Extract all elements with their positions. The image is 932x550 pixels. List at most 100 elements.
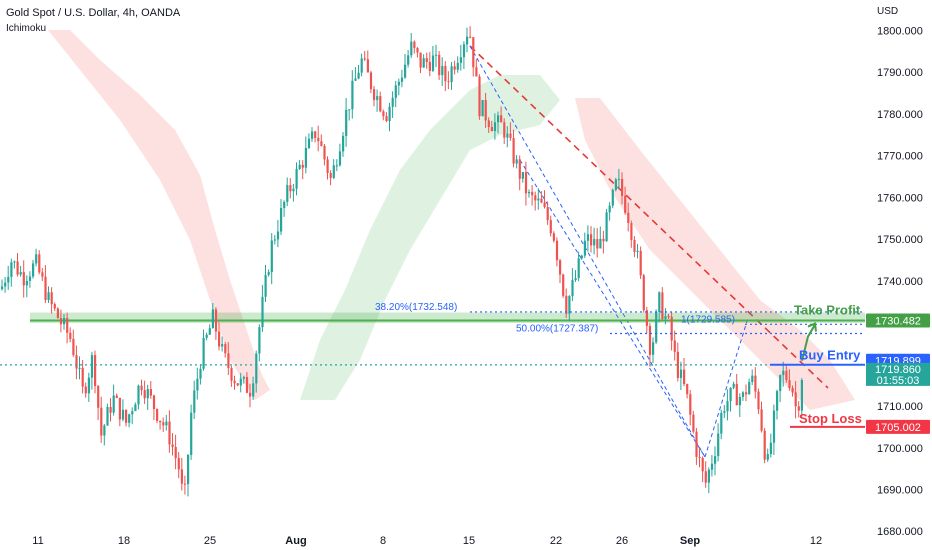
- candle: [410, 32, 413, 58]
- candle: [369, 70, 373, 94]
- candle: [391, 91, 394, 118]
- svg-text:1730.482: 1730.482: [875, 316, 921, 328]
- candle: [577, 251, 580, 282]
- candle: [438, 50, 441, 80]
- candle: [242, 375, 245, 384]
- candle: [648, 323, 652, 367]
- candle: [735, 373, 738, 406]
- candle: [196, 367, 199, 400]
- currency-label: USD: [877, 6, 899, 17]
- candle: [53, 302, 56, 312]
- candle: [475, 59, 478, 77]
- candle: [221, 336, 224, 352]
- candle: [645, 306, 648, 334]
- y-tick-label: 1760.000: [877, 192, 923, 204]
- candle: [97, 384, 100, 421]
- candle: [710, 454, 714, 477]
- candle: [78, 356, 81, 380]
- candle: [121, 399, 125, 422]
- candle: [599, 226, 602, 249]
- candle: [394, 80, 397, 108]
- candle: [354, 67, 357, 82]
- candle: [25, 275, 28, 298]
- y-axis: 1800.000 1790.000 1780.000 1770.000 1760.000…: [877, 25, 923, 538]
- candle: [673, 330, 676, 361]
- y-tick-label: 1790.000: [877, 67, 923, 79]
- candle: [766, 448, 769, 462]
- candle: [183, 475, 187, 495]
- candle: [106, 403, 109, 426]
- candle: [617, 168, 621, 190]
- candle: [218, 322, 221, 351]
- candle: [639, 246, 642, 280]
- candle: [224, 341, 227, 358]
- candle: [642, 273, 645, 313]
- fib-382-label: 38.20%(1732.548): [375, 302, 457, 313]
- candle: [785, 364, 788, 383]
- candle: [701, 456, 704, 483]
- stop-loss-label: Stop Loss: [799, 411, 862, 426]
- svg-text:1705.002: 1705.002: [875, 422, 921, 434]
- candle: [537, 188, 540, 210]
- candle: [528, 189, 531, 198]
- x-tick-label: 11: [32, 535, 43, 547]
- candle: [714, 446, 717, 476]
- take-profit-arrow: [801, 324, 816, 361]
- candle: [211, 302, 214, 329]
- x-tick-label: Aug: [285, 535, 306, 547]
- candle: [769, 433, 772, 458]
- candle: [376, 89, 379, 112]
- candle: [47, 286, 50, 304]
- x-tick-label: Sep: [680, 535, 700, 547]
- candle: [568, 295, 571, 322]
- candle: [4, 277, 7, 293]
- candle: [298, 160, 301, 171]
- candle: [469, 26, 472, 39]
- candle: [782, 361, 785, 387]
- candle: [459, 44, 462, 71]
- candle: [149, 381, 152, 399]
- candle: [704, 461, 707, 488]
- candle: [487, 117, 490, 133]
- candle: [326, 156, 329, 180]
- candle: [134, 402, 137, 412]
- candle: [627, 202, 630, 232]
- candle: [41, 268, 44, 282]
- candle: [497, 111, 500, 134]
- candle: [444, 61, 447, 92]
- candle: [156, 408, 159, 424]
- candle: [435, 44, 438, 68]
- candles: [1, 26, 803, 497]
- candle: [757, 388, 760, 415]
- candle: [239, 372, 242, 393]
- candle: [518, 155, 521, 191]
- candle: [686, 383, 689, 399]
- candle: [456, 56, 459, 73]
- candle: [658, 291, 661, 323]
- candle: [100, 396, 103, 443]
- candle: [115, 393, 118, 399]
- candle: [90, 351, 94, 390]
- candle: [549, 215, 552, 237]
- fib-500-label: 50.00%(1727.387): [516, 323, 598, 334]
- countdown-value: 01:55:03: [877, 375, 920, 387]
- candle: [745, 384, 748, 402]
- trendline-blue-2: [519, 159, 706, 458]
- candle: [171, 433, 174, 456]
- candle: [503, 118, 506, 144]
- candle: [118, 397, 121, 427]
- candle: [462, 41, 466, 70]
- candle: [450, 61, 453, 90]
- candle: [419, 52, 422, 74]
- candle: [190, 404, 193, 460]
- candle: [559, 258, 562, 284]
- candle: [311, 127, 314, 142]
- y-tick-label: 1740.000: [877, 276, 923, 288]
- candle: [16, 253, 19, 277]
- candle: [543, 190, 546, 209]
- candle: [205, 332, 208, 341]
- y-tick-label: 1770.000: [877, 151, 923, 163]
- candle: [180, 457, 183, 491]
